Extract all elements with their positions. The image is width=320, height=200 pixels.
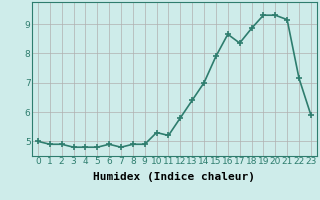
X-axis label: Humidex (Indice chaleur): Humidex (Indice chaleur)	[93, 172, 255, 182]
